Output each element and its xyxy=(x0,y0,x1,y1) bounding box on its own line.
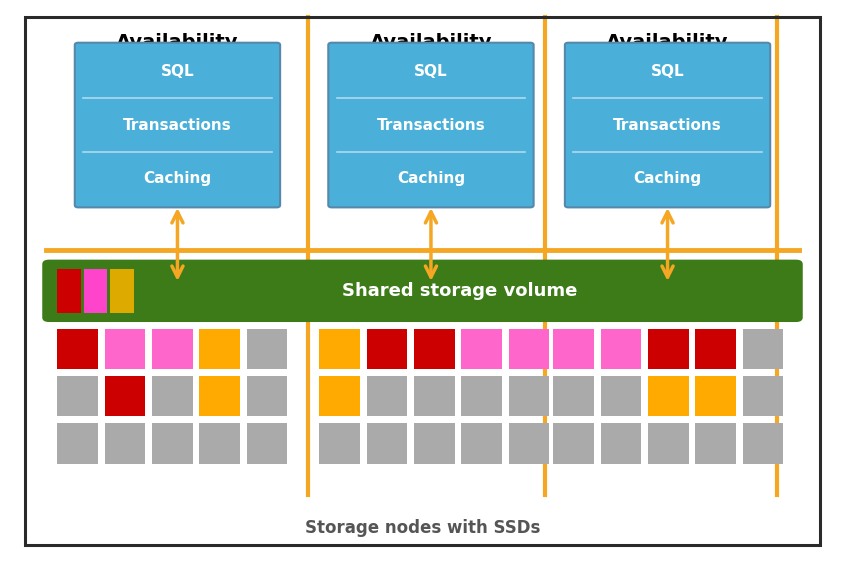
Text: Caching: Caching xyxy=(397,171,464,186)
Text: SQL: SQL xyxy=(160,64,194,79)
Bar xyxy=(508,376,549,416)
Bar xyxy=(366,329,407,369)
Bar xyxy=(110,269,133,312)
Bar xyxy=(199,329,240,369)
Bar xyxy=(647,423,688,464)
Bar xyxy=(246,423,287,464)
Bar xyxy=(105,423,145,464)
Bar xyxy=(57,269,81,312)
Bar xyxy=(695,329,735,369)
Bar xyxy=(461,329,501,369)
Bar xyxy=(600,329,641,369)
Bar xyxy=(742,376,782,416)
Bar xyxy=(695,376,735,416)
Bar xyxy=(553,423,593,464)
Bar xyxy=(105,329,145,369)
Bar xyxy=(366,376,407,416)
FancyBboxPatch shape xyxy=(328,43,533,207)
Bar xyxy=(508,423,549,464)
Text: Transactions: Transactions xyxy=(123,117,231,133)
Bar xyxy=(152,329,192,369)
Bar xyxy=(105,376,145,416)
Bar xyxy=(319,329,360,369)
Bar xyxy=(84,269,107,312)
Bar xyxy=(152,376,192,416)
Text: Caching: Caching xyxy=(633,171,701,186)
Text: Shared storage volume: Shared storage volume xyxy=(342,282,576,300)
Text: SQL: SQL xyxy=(414,64,447,79)
Bar xyxy=(600,423,641,464)
Text: Availability
Zone 2: Availability Zone 2 xyxy=(370,33,491,74)
Bar xyxy=(319,376,360,416)
Text: Caching: Caching xyxy=(143,171,211,186)
Bar xyxy=(600,376,641,416)
Bar xyxy=(414,376,454,416)
Bar xyxy=(461,423,501,464)
Bar xyxy=(742,423,782,464)
Bar xyxy=(366,423,407,464)
Bar xyxy=(553,329,593,369)
Bar xyxy=(414,329,454,369)
Text: Availability
Zone 1: Availability Zone 1 xyxy=(116,33,238,74)
Text: Storage nodes with SSDs: Storage nodes with SSDs xyxy=(305,519,539,537)
FancyBboxPatch shape xyxy=(565,43,770,207)
Bar xyxy=(246,329,287,369)
Bar xyxy=(647,329,688,369)
Bar xyxy=(742,329,782,369)
FancyBboxPatch shape xyxy=(42,260,802,322)
Bar xyxy=(461,376,501,416)
Bar xyxy=(57,329,98,369)
Bar xyxy=(414,423,454,464)
Bar xyxy=(57,376,98,416)
Text: Availability
Zone 3: Availability Zone 3 xyxy=(606,33,728,74)
Bar xyxy=(647,376,688,416)
Bar xyxy=(199,376,240,416)
Text: Transactions: Transactions xyxy=(376,117,484,133)
Bar xyxy=(152,423,192,464)
FancyBboxPatch shape xyxy=(74,43,280,207)
Bar xyxy=(319,423,360,464)
Bar xyxy=(246,376,287,416)
Text: Transactions: Transactions xyxy=(613,117,721,133)
Bar xyxy=(199,423,240,464)
Text: SQL: SQL xyxy=(650,64,684,79)
Bar xyxy=(508,329,549,369)
Bar xyxy=(553,376,593,416)
Bar xyxy=(57,423,98,464)
Bar xyxy=(695,423,735,464)
